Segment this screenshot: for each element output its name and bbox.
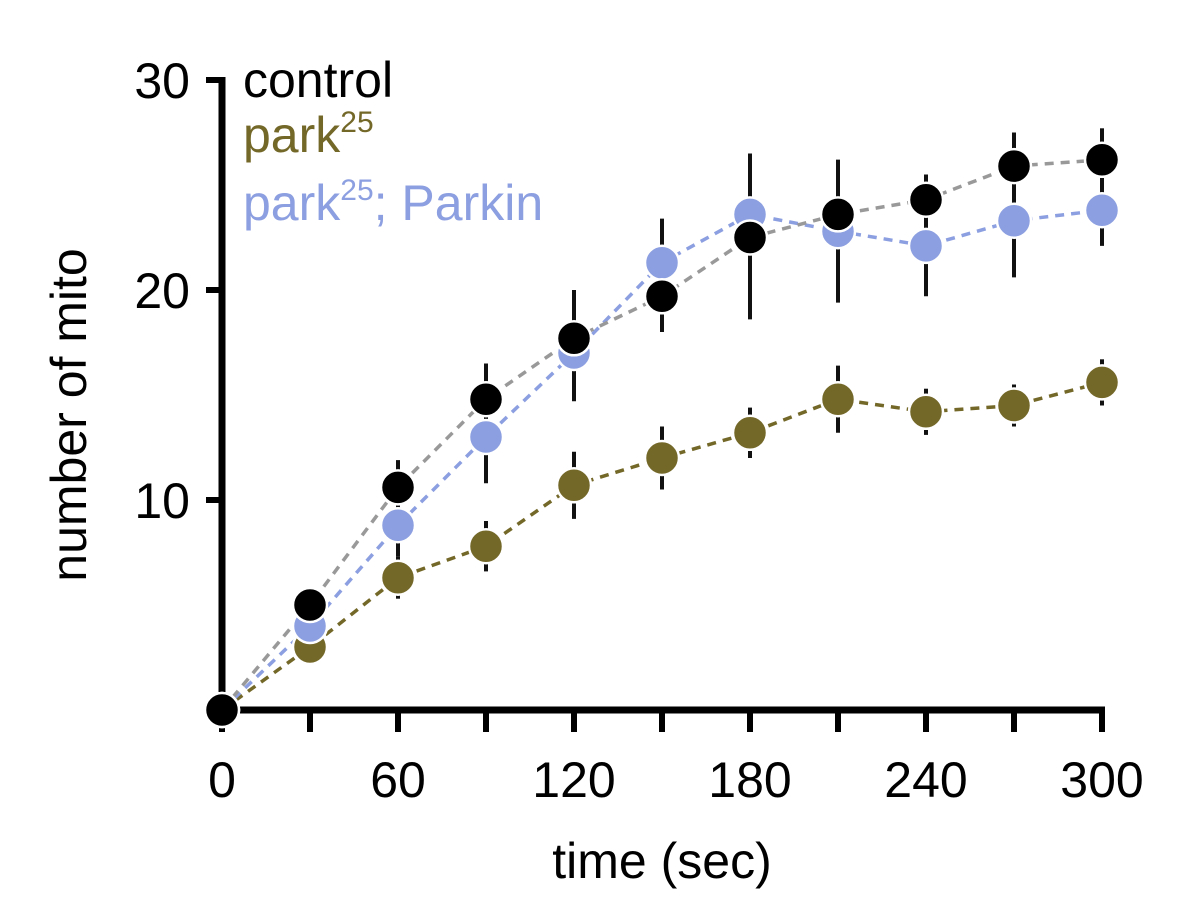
data-point [555,320,593,357]
legend-superscript: 25 [340,106,373,139]
axes [218,77,1105,714]
x-axis-title: time (sec) [552,833,771,889]
data-point [995,147,1033,185]
data-point [379,559,417,596]
x-tick-label: 120 [532,752,615,808]
data-point [379,469,417,506]
data-points [203,141,1121,729]
y-tick-label: 20 [134,263,190,319]
y-axis-title: number of mito [41,248,97,581]
data-point [1083,141,1121,179]
data-point [555,467,593,504]
data-point [907,181,945,218]
x-tick-label: 60 [370,752,426,808]
data-point [731,414,769,452]
legend-entry-control: control [243,52,393,108]
data-point [731,219,769,256]
data-point [643,244,681,281]
data-point [1083,364,1121,401]
data-point [1083,191,1121,229]
data-point [819,380,857,418]
data-point [643,278,681,315]
x-tick-label: 240 [884,752,967,808]
y-tick-label: 30 [134,53,190,109]
legend: control park25 park25; Parkin [243,52,543,231]
legend-label: park [243,107,341,163]
data-point [379,506,417,544]
data-point [995,202,1033,239]
y-ticks: 10 20 30 [134,53,222,529]
y-tick-label: 10 [134,473,190,529]
data-point [291,586,329,624]
legend-entry-park25-parkin: park25; Parkin [243,174,543,231]
data-point [467,380,505,418]
legend-label-suffix: ; Parkin [374,175,544,231]
data-point [467,527,505,565]
data-point [467,418,505,456]
data-point [643,439,681,477]
x-tick-label: 180 [708,752,791,808]
legend-label: park [243,175,341,231]
data-point [203,691,241,729]
legend-label: control [243,52,393,108]
x-tick-label: 0 [208,752,236,808]
x-ticks: 0 60 120 180 240 300 [208,710,1144,808]
x-tick-label: 300 [1060,752,1143,808]
data-point [907,393,945,431]
legend-superscript: 25 [340,174,373,207]
data-point [819,196,857,233]
plot-area [203,128,1121,729]
data-point [995,387,1033,424]
data-point [907,227,945,265]
legend-entry-park25: park25 [243,106,374,163]
